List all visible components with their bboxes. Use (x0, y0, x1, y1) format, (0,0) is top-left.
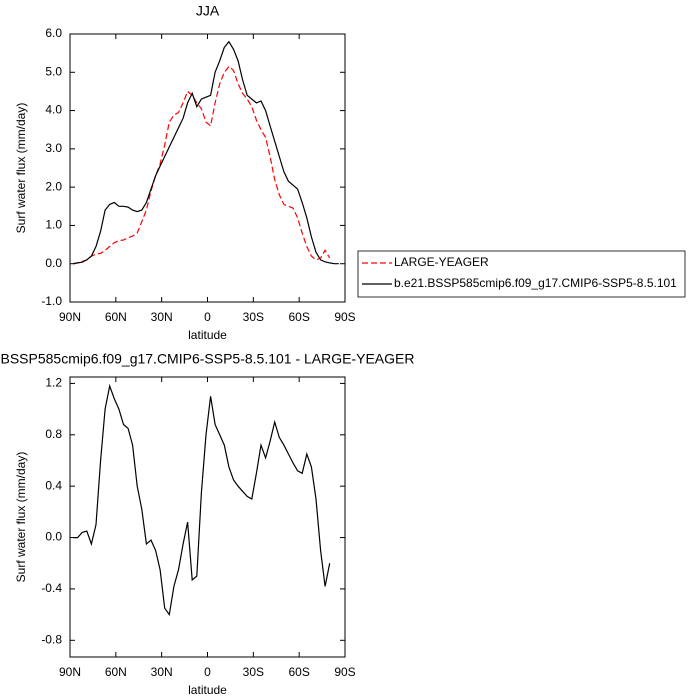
x-tick-label: 30N (151, 310, 173, 324)
y-tick-label: -0.8 (41, 632, 62, 646)
y-tick-label: 4.0 (45, 103, 62, 117)
x-tick-label: 60N (105, 310, 127, 324)
x-axis-label: latitude (188, 328, 227, 342)
y-tick-label: 5.0 (45, 64, 62, 78)
y-tick-label: 0.0 (45, 256, 62, 270)
x-tick-label: 30S (243, 310, 264, 324)
y-tick-label: 1.0 (45, 218, 62, 232)
legend-label: LARGE-YEAGER (394, 255, 489, 269)
x-tick-label: 30N (151, 665, 173, 679)
y-axis-label: Surf water flux (mm/day) (14, 103, 28, 234)
x-tick-label: 90N (59, 310, 81, 324)
y-tick-label: 3.0 (45, 141, 62, 155)
chart-title: JJA (196, 3, 220, 19)
y-tick-label: 0.8 (45, 427, 62, 441)
y-tick-label: 0.0 (45, 530, 62, 544)
plot-frame (69, 33, 346, 303)
data-line (72, 65, 331, 265)
y-tick-label: 6.0 (45, 26, 62, 40)
data-line (72, 40, 339, 265)
x-tick-label: 90N (59, 665, 81, 679)
x-tick-label: 90S (334, 665, 355, 679)
y-tick-label: 0.4 (45, 478, 62, 492)
y-axis-label: Surf water flux (mm/day) (14, 452, 28, 583)
y-tick-label: 1.2 (45, 376, 62, 390)
plot-frame (69, 376, 346, 658)
x-tick-label: 30S (243, 665, 264, 679)
x-tick-label: 60N (105, 665, 127, 679)
x-tick-label: 90S (334, 310, 355, 324)
x-tick-label: 60S (288, 665, 309, 679)
x-axis-label: latitude (188, 683, 227, 697)
legend-label: b.e21.BSSP585cmip6.f09_g17.CMIP6-SSP5-8.… (394, 276, 677, 290)
chart-title: BSSP585cmip6.f09_g17.CMIP6-SSP5-8.5.101 … (1, 351, 415, 367)
y-tick-label: 2.0 (45, 179, 62, 193)
y-tick-label: -0.4 (41, 581, 62, 595)
x-tick-label: 0 (204, 665, 211, 679)
x-tick-label: 60S (288, 310, 309, 324)
y-tick-label: -1.0 (41, 294, 62, 308)
x-tick-label: 0 (204, 310, 211, 324)
legend-box (357, 250, 686, 298)
data-line (73, 383, 331, 617)
